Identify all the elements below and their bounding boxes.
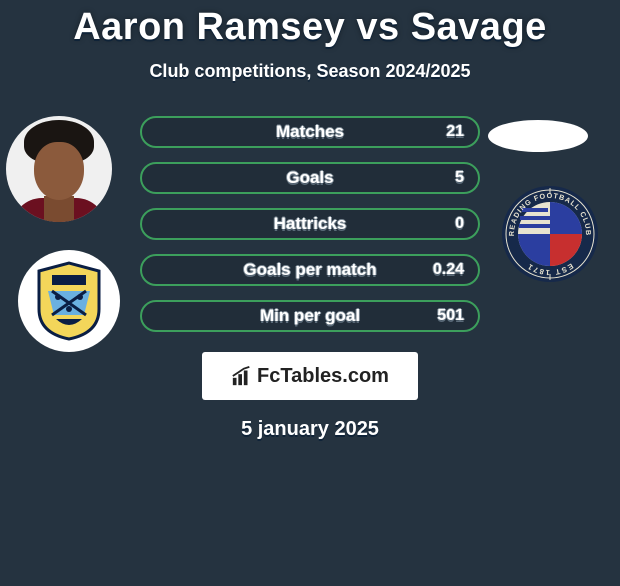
player1-avatar	[6, 116, 112, 222]
stat-value: 501	[437, 307, 464, 325]
stat-label: Min per goal	[260, 306, 360, 326]
stat-value: 5	[455, 169, 464, 187]
comparison-content: READING FOOTBALL CLUB EST 1871 Matches 2…	[0, 116, 620, 441]
stat-bar: Hattricks 0	[140, 208, 480, 240]
stat-bar: Matches 21	[140, 116, 480, 148]
snapshot-date: 5 january 2025	[0, 418, 620, 441]
stat-bars: Matches 21 Goals 5 Hattricks 0 Goals per…	[140, 116, 480, 332]
stat-value: 0.24	[433, 261, 464, 279]
stat-label: Hattricks	[274, 214, 347, 234]
stat-label: Matches	[276, 122, 344, 142]
stat-value: 0	[455, 215, 464, 233]
chart-icon	[231, 365, 253, 387]
player2-club-crest: READING FOOTBALL CLUB EST 1871	[500, 184, 600, 284]
stat-label: Goals per match	[243, 260, 376, 280]
player2-avatar	[488, 120, 588, 152]
source-logo-text: FcTables.com	[257, 365, 389, 388]
stat-bar: Min per goal 501	[140, 300, 480, 332]
stat-bar: Goals 5	[140, 162, 480, 194]
stat-value: 21	[446, 123, 464, 141]
stat-bar: Goals per match 0.24	[140, 254, 480, 286]
stat-label: Goals	[286, 168, 333, 188]
player1-club-crest	[18, 250, 120, 352]
subtitle: Club competitions, Season 2024/2025	[0, 61, 620, 82]
source-logo: FcTables.com	[202, 352, 418, 400]
page-title: Aaron Ramsey vs Savage	[0, 6, 620, 49]
